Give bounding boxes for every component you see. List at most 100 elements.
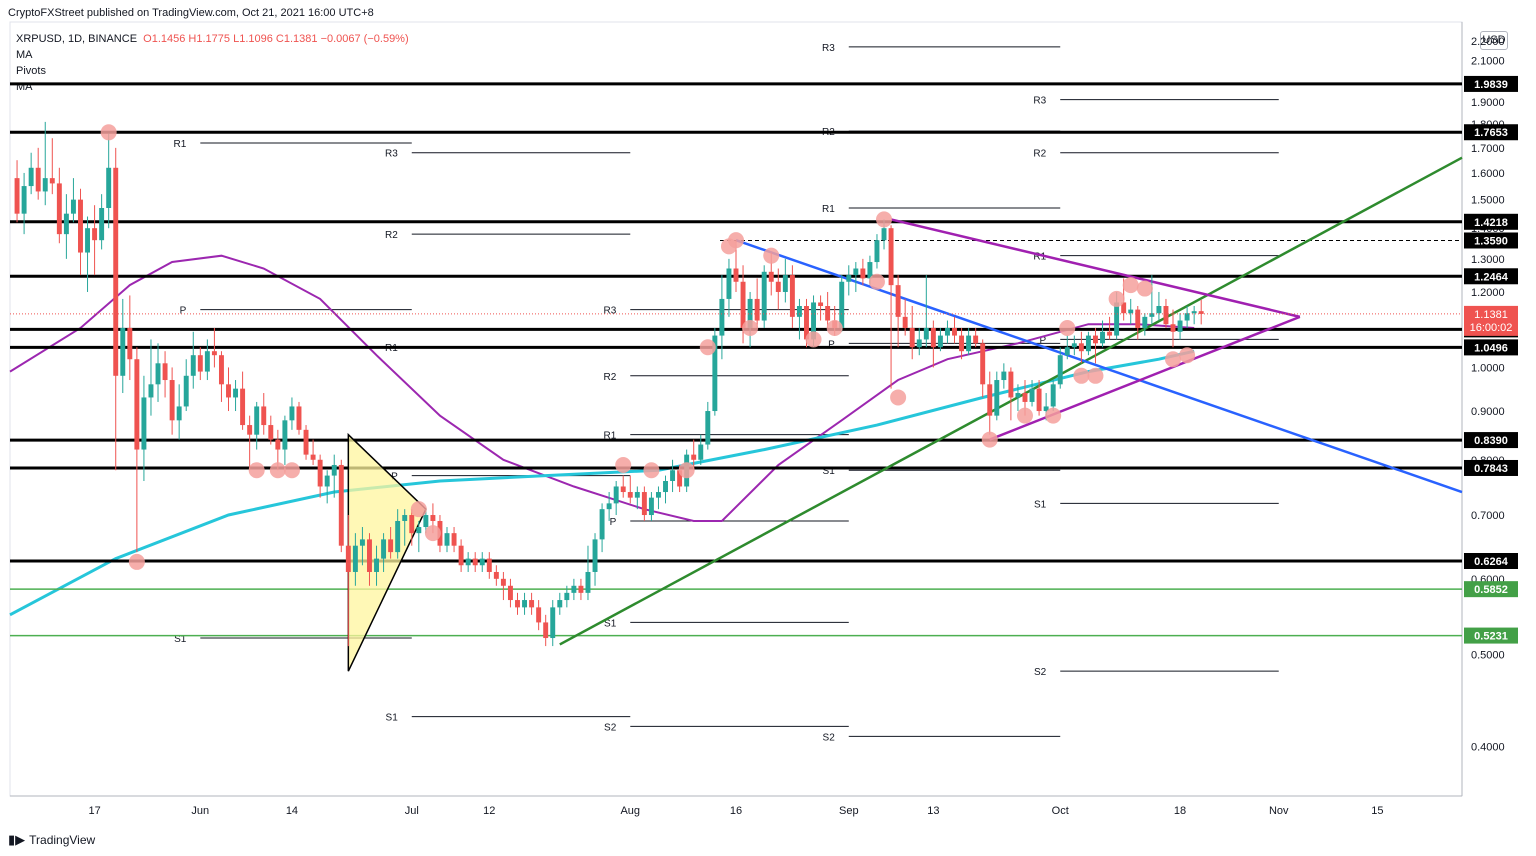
key-level-tag	[1464, 432, 1518, 449]
candle-body	[691, 454, 697, 460]
candle-body	[99, 207, 105, 241]
swing-point-marker	[876, 211, 893, 228]
swing-point-marker	[720, 238, 737, 255]
candle-body	[789, 275, 795, 317]
candle-body	[740, 281, 746, 328]
candle-body	[479, 558, 485, 566]
swing-point-marker	[269, 462, 286, 479]
swing-point-marker	[728, 232, 744, 249]
key-level-tag	[1464, 321, 1518, 338]
swing-point-marker	[1016, 407, 1033, 424]
pivot-label: S1	[604, 618, 617, 629]
y-tick-label: 0.4000	[1471, 742, 1505, 754]
candle-body	[571, 585, 577, 593]
candle-body	[183, 375, 189, 407]
candle-body	[352, 545, 358, 572]
key-level-tag	[1464, 124, 1518, 141]
candle-body	[1043, 406, 1049, 412]
symbol-legend[interactable]: XRPUSD, 1D, BINANCE O1.1456 H1.1775 L1.1…	[16, 33, 409, 45]
candle-body	[550, 607, 556, 639]
candle-body	[197, 355, 203, 372]
x-tick-label: 15	[1371, 805, 1383, 817]
tradingview-logo[interactable]: ⁠▮▶ TradingView	[8, 832, 95, 848]
candle-body	[663, 480, 668, 493]
candle-body	[515, 600, 520, 608]
key-level-tag	[1464, 339, 1518, 356]
candle-body	[402, 515, 408, 521]
y-tick-label: 1.3000	[1471, 254, 1505, 266]
x-tick-label: 13	[927, 805, 939, 817]
indicator-pivots[interactable]: Pivots	[16, 65, 46, 77]
candle-body	[973, 335, 979, 344]
candle-body	[324, 475, 330, 487]
candle-body	[761, 271, 767, 321]
candle-body	[1121, 302, 1127, 314]
pivot-label: R1	[603, 431, 616, 442]
candle-body	[85, 228, 91, 253]
candle-body	[952, 327, 957, 336]
trendline	[890, 218, 1301, 319]
candle-body	[853, 268, 859, 276]
candle-body	[796, 306, 802, 317]
indicator-ma-1[interactable]: MA	[16, 49, 33, 61]
candle-body	[423, 515, 429, 528]
candle-body	[289, 406, 295, 421]
pivot-label: P	[828, 339, 835, 350]
x-tick-label: Oct	[1052, 805, 1069, 817]
candle-body	[1015, 393, 1021, 398]
x-tick-label: Jul	[405, 805, 419, 817]
candle-body	[261, 406, 267, 426]
candle-body	[275, 439, 281, 450]
swing-point-marker	[643, 462, 660, 479]
candle-body	[733, 268, 739, 282]
swing-point-marker	[100, 124, 117, 141]
swing-point-marker	[805, 331, 822, 348]
pivot-label: P	[610, 517, 617, 528]
swing-point-marker	[1136, 280, 1153, 297]
candle-body	[49, 178, 55, 184]
pivot-label: R1	[1033, 252, 1046, 263]
swing-point-marker	[742, 319, 759, 336]
indicator-ma-2[interactable]: MA	[16, 81, 33, 93]
candle-body	[1142, 316, 1148, 328]
pivot-label: R1	[174, 139, 187, 150]
key-level-label: 1.9839	[1474, 79, 1508, 91]
candle-body	[909, 327, 915, 348]
y-tick-label: 0.6000	[1471, 574, 1505, 586]
candle-body	[768, 271, 774, 282]
candle-body	[620, 486, 626, 493]
key-level-label: 0.5231	[1474, 631, 1508, 643]
candle-body	[78, 199, 83, 253]
pivot-label: R3	[822, 43, 835, 54]
key-level-tag	[1464, 75, 1518, 92]
candle-body	[247, 425, 253, 435]
pivot-label: R1	[385, 343, 398, 354]
x-tick-label: 17	[88, 805, 100, 817]
key-level-tag	[1464, 232, 1518, 249]
swing-point-marker	[826, 319, 843, 336]
candle-body	[226, 384, 231, 398]
candle-body	[486, 558, 492, 572]
candle-body	[120, 327, 126, 376]
candle-body	[980, 343, 986, 385]
candle-body	[522, 600, 528, 608]
pivot-label: S2	[604, 722, 617, 733]
key-level-label: 1.0963	[1474, 324, 1508, 336]
candle-body	[578, 585, 584, 593]
key-level-tag	[1464, 553, 1518, 570]
candle-body	[1156, 306, 1162, 314]
candle-body	[70, 199, 76, 214]
candle-body	[888, 228, 894, 286]
key-level-label: 1.2464	[1474, 271, 1509, 283]
candle-body	[493, 571, 499, 579]
candle-body	[775, 281, 781, 292]
swing-point-marker	[1073, 367, 1090, 384]
key-level-label: 0.5852	[1474, 584, 1508, 596]
swing-point-marker	[763, 247, 780, 264]
currency-button[interactable]: USD	[1480, 31, 1508, 50]
candle-body	[359, 539, 365, 546]
y-tick-label: 1.6000	[1471, 168, 1505, 180]
y-tick-label: 1.4000	[1471, 223, 1505, 235]
candle-body	[825, 306, 831, 321]
